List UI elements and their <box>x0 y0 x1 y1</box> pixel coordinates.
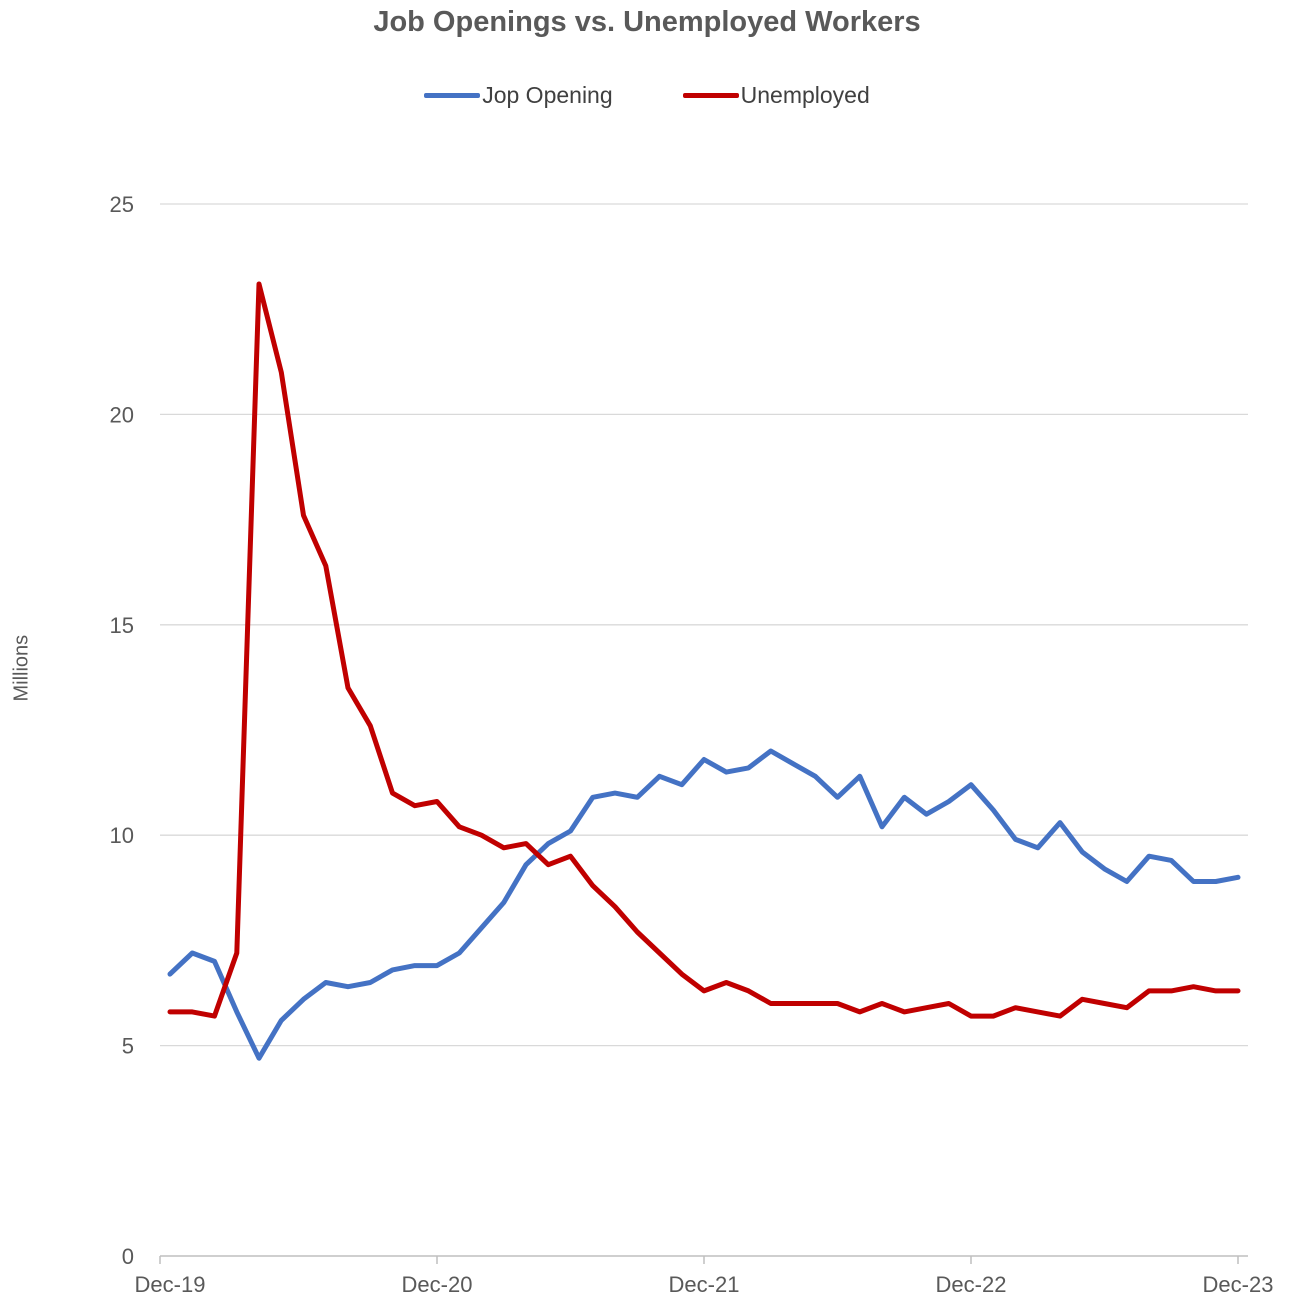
y-tick-label-20: 20 <box>110 402 134 427</box>
y-tick-label-15: 15 <box>110 613 134 638</box>
y-tick-label-25: 25 <box>110 192 134 217</box>
legend: Jop Opening Unemployed <box>0 82 1294 109</box>
series-line-jop-opening <box>167 748 1241 1061</box>
legend-item-unemployed: Unemployed <box>682 82 870 109</box>
legend-swatch-unemployed <box>682 93 739 98</box>
x-tick-label-Dec-23: Dec-23 <box>1203 1272 1274 1297</box>
y-tick-label-10: 10 <box>110 823 134 848</box>
legend-label-unemployed: Unemployed <box>740 82 870 108</box>
chart-title: Job Openings vs. Unemployed Workers <box>373 6 921 38</box>
x-tick-label-Dec-19: Dec-19 <box>135 1272 206 1297</box>
legend-swatch-job-opening <box>424 93 481 98</box>
series-line-unemployed <box>167 281 1241 1019</box>
y-tick-label-5: 5 <box>122 1034 134 1059</box>
x-tick-label-Dec-22: Dec-22 <box>936 1272 1007 1297</box>
y-tick-label-0: 0 <box>122 1244 134 1269</box>
legend-label-job-opening: Jop Opening <box>482 82 613 108</box>
legend-item-job-opening: Jop Opening <box>424 82 613 109</box>
x-tick-label-Dec-20: Dec-20 <box>402 1272 473 1297</box>
x-tick-label-Dec-21: Dec-21 <box>669 1272 740 1297</box>
